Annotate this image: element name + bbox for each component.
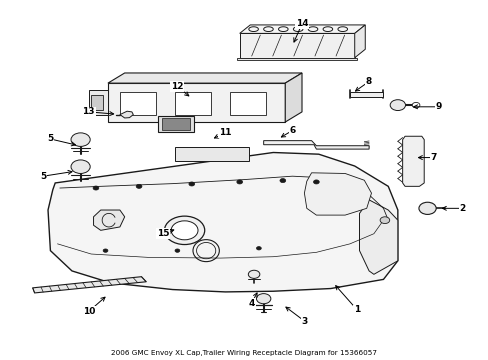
Text: 15: 15 xyxy=(157,229,169,238)
Polygon shape xyxy=(263,141,368,149)
Text: 8: 8 xyxy=(365,77,371,86)
Circle shape xyxy=(171,221,198,240)
Polygon shape xyxy=(158,116,194,132)
Circle shape xyxy=(136,184,142,188)
Polygon shape xyxy=(304,173,371,215)
Circle shape xyxy=(103,249,108,252)
Circle shape xyxy=(188,182,194,186)
Text: 13: 13 xyxy=(82,107,95,116)
Polygon shape xyxy=(93,210,124,230)
Circle shape xyxy=(93,186,99,190)
Text: 9: 9 xyxy=(434,102,441,111)
Circle shape xyxy=(418,202,435,215)
Circle shape xyxy=(236,180,242,184)
Text: 14: 14 xyxy=(295,19,308,28)
Polygon shape xyxy=(162,118,190,130)
Text: 12: 12 xyxy=(171,82,183,91)
Polygon shape xyxy=(108,83,285,122)
Polygon shape xyxy=(120,111,133,118)
Text: 2006 GMC Envoy XL Cap,Trailer Wiring Receptacle Diagram for 15366057: 2006 GMC Envoy XL Cap,Trailer Wiring Rec… xyxy=(111,350,377,356)
Polygon shape xyxy=(175,91,210,114)
Circle shape xyxy=(389,100,405,111)
Text: 7: 7 xyxy=(430,153,436,162)
Circle shape xyxy=(256,294,270,304)
Polygon shape xyxy=(120,91,156,114)
Polygon shape xyxy=(239,33,354,58)
Polygon shape xyxy=(108,73,302,83)
Circle shape xyxy=(71,133,90,147)
Polygon shape xyxy=(239,25,365,33)
Text: 5: 5 xyxy=(47,134,53,143)
Circle shape xyxy=(256,247,261,250)
Polygon shape xyxy=(89,90,108,115)
Circle shape xyxy=(248,270,259,278)
Circle shape xyxy=(411,102,419,108)
Circle shape xyxy=(164,216,204,244)
Text: 2: 2 xyxy=(459,204,465,213)
Circle shape xyxy=(379,217,389,224)
Polygon shape xyxy=(402,136,424,186)
Text: 4: 4 xyxy=(248,298,254,307)
Polygon shape xyxy=(230,91,265,114)
Polygon shape xyxy=(237,58,356,60)
Polygon shape xyxy=(175,147,249,161)
Polygon shape xyxy=(359,200,397,274)
Polygon shape xyxy=(91,95,103,110)
Text: 10: 10 xyxy=(82,307,95,316)
Text: 1: 1 xyxy=(353,305,360,314)
Circle shape xyxy=(280,179,285,183)
Polygon shape xyxy=(349,91,383,97)
Polygon shape xyxy=(354,25,365,58)
Polygon shape xyxy=(33,277,146,293)
Text: 3: 3 xyxy=(301,316,307,325)
Text: 5: 5 xyxy=(40,172,46,181)
Polygon shape xyxy=(285,73,302,122)
Circle shape xyxy=(313,180,319,184)
Polygon shape xyxy=(48,153,397,292)
Circle shape xyxy=(71,160,90,174)
Circle shape xyxy=(175,249,180,252)
Text: 6: 6 xyxy=(289,126,295,135)
Text: 11: 11 xyxy=(219,129,231,138)
